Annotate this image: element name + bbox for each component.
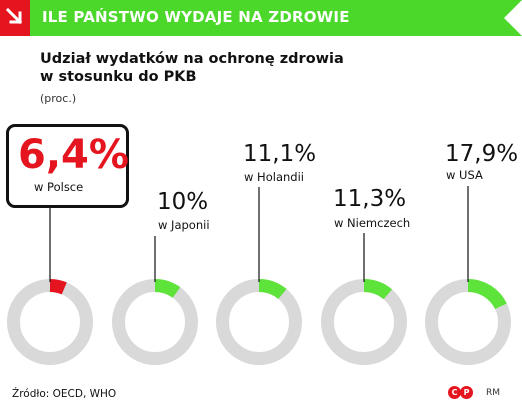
category-label-w-niemczech: w Niemczech (334, 216, 411, 230)
source-note: Źródło: OECD, WHO (12, 388, 117, 400)
value-label-w-polsce: 6,4% (18, 132, 129, 178)
donut-slice-w-japonii (154, 279, 181, 298)
donut-slice-w-usa (467, 279, 507, 310)
donut-remainder-w-japonii (112, 279, 198, 365)
page-title: ILE PAŃSTWO WYDAJE NA ZDROWIE (42, 8, 350, 26)
chart-subtitle: Udział wydatków na ochronę zdrowia w sto… (40, 50, 380, 86)
unit-label: (proc.) (40, 92, 77, 105)
donut-w-usa (425, 186, 511, 365)
value-label-w-usa: 17,9% (445, 141, 519, 167)
publisher-logo: C P RM (448, 386, 508, 400)
donut-slice-w-polsce (49, 279, 67, 295)
value-label-w-japonii: 10% (157, 189, 209, 215)
logo-mark-p: P (460, 386, 473, 399)
donut-w-holandii (216, 187, 302, 365)
category-label-w-polsce: w Polsce (34, 180, 84, 194)
value-label-w-niemczech: 11,3% (333, 186, 407, 212)
logo-text: RM (486, 388, 501, 398)
donut-w-niemczech (321, 233, 407, 365)
donut-remainder-w-polsce (7, 279, 93, 365)
arrow-down-right-icon (5, 7, 23, 25)
donut-slice-w-niemczech (363, 279, 393, 300)
donut-remainder-w-niemczech (321, 279, 407, 365)
logo-mark-c: C (448, 386, 461, 399)
category-label-w-usa: w USA (446, 168, 483, 182)
donut-w-polsce (7, 207, 93, 365)
donut-w-japonii (112, 236, 198, 365)
value-label-w-holandii: 11,1% (243, 141, 317, 167)
category-label-w-japonii: w Japonii (158, 218, 210, 232)
header-banner: ILE PAŃSTWO WYDAJE NA ZDROWIE (0, 0, 522, 36)
donut-remainder-w-holandii (216, 279, 302, 365)
highlight-box (6, 124, 129, 208)
subtitle-line-1: Udział wydatków na ochronę zdrowia (40, 51, 344, 67)
banner-shape (0, 0, 522, 36)
category-label-w-holandii: w Holandii (244, 170, 304, 184)
donut-slice-w-holandii (258, 279, 287, 300)
subtitle-line-2: w stosunku do PKB (40, 69, 197, 85)
